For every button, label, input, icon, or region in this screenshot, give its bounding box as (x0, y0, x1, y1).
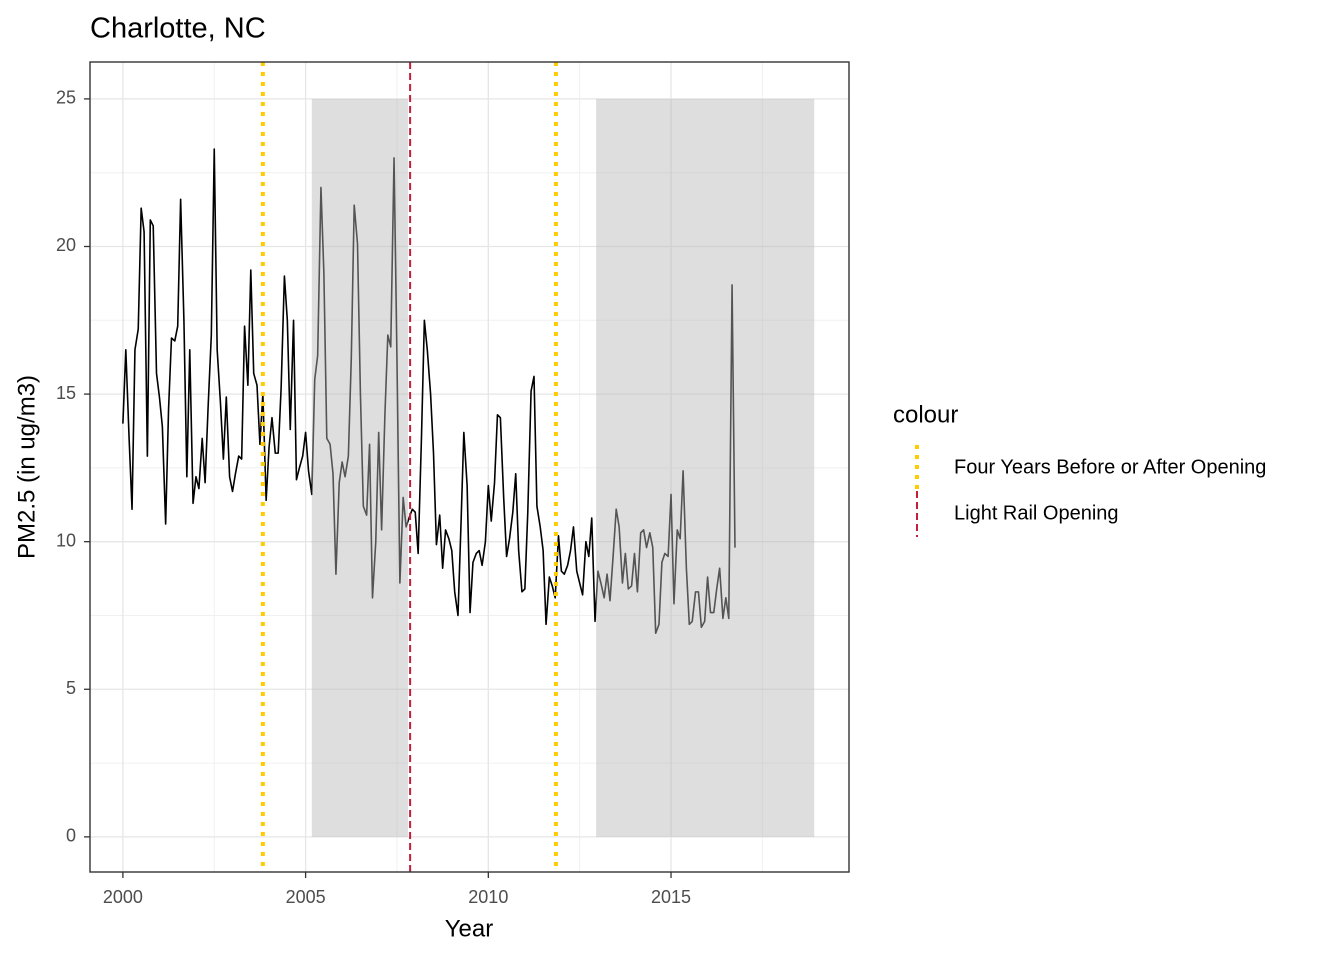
x-tick-label: 2015 (651, 887, 691, 907)
y-tick-label: 15 (56, 383, 76, 403)
x-tick-label: 2010 (468, 887, 508, 907)
y-tick-label: 5 (66, 678, 76, 698)
panel-border (89, 61, 850, 873)
x-tick-label: 2005 (286, 887, 326, 907)
y-axis-label: PM2.5 (in ug/m3) (13, 375, 40, 559)
legend-label: Light Rail Opening (954, 502, 1119, 524)
x-tick-label: 2000 (103, 887, 143, 907)
shaded-region (311, 98, 408, 837)
y-tick-label: 20 (56, 235, 76, 255)
y-tick-label: 25 (56, 88, 76, 108)
data-line (122, 148, 736, 634)
shaded-region (596, 98, 815, 837)
x-axis-label: Year (445, 915, 494, 942)
y-tick-label: 10 (56, 530, 76, 550)
legend-title: colour (893, 401, 958, 428)
y-tick-label: 0 (66, 826, 76, 846)
chart-title: Charlotte, NC (90, 13, 266, 45)
legend-label: Four Years Before or After Opening (954, 456, 1266, 478)
